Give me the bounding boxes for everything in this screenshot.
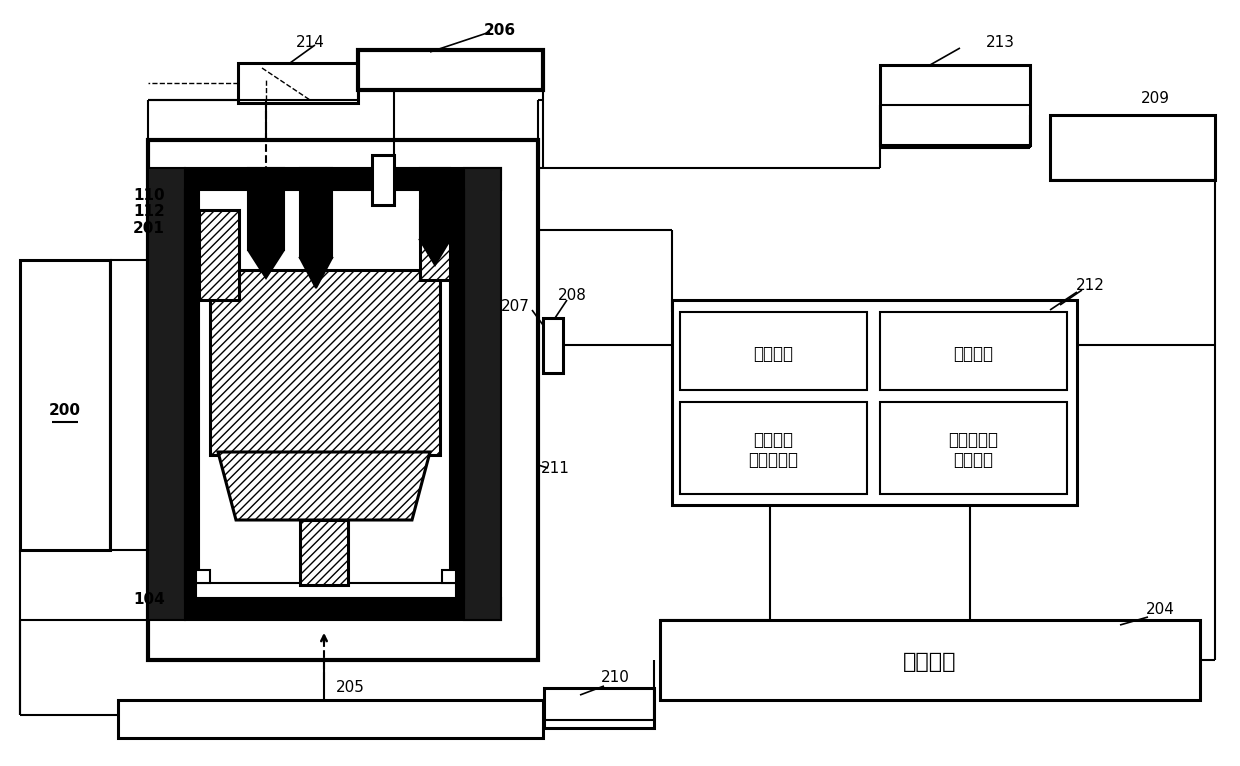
Text: 数据处理
与成像模块: 数据处理 与成像模块 <box>748 430 799 470</box>
Bar <box>148 168 185 620</box>
Text: 110: 110 <box>134 188 165 202</box>
Bar <box>672 300 1078 505</box>
Text: 112: 112 <box>133 204 165 218</box>
Bar <box>20 260 110 550</box>
Polygon shape <box>218 452 430 520</box>
Text: 声发射数据
采集模块: 声发射数据 采集模块 <box>949 430 998 470</box>
Bar <box>880 65 1030 145</box>
Bar <box>118 700 543 738</box>
Bar <box>198 210 239 300</box>
Bar <box>441 570 456 583</box>
Bar <box>185 598 501 620</box>
Bar <box>300 520 348 585</box>
Text: 210: 210 <box>600 670 630 686</box>
Polygon shape <box>300 258 332 288</box>
Text: 207: 207 <box>501 299 529 313</box>
Text: 控温模块: 控温模块 <box>954 345 993 363</box>
Bar <box>196 570 210 583</box>
Text: 104: 104 <box>133 592 165 607</box>
Text: 206: 206 <box>484 22 516 38</box>
Text: 213: 213 <box>986 34 1014 50</box>
Text: 212: 212 <box>1075 277 1105 293</box>
Bar <box>300 168 332 258</box>
Bar <box>198 190 450 598</box>
Bar <box>680 312 867 390</box>
Bar <box>185 190 198 598</box>
Bar <box>372 155 394 205</box>
Bar <box>420 210 450 280</box>
Bar <box>185 168 501 190</box>
Text: 控制面板: 控制面板 <box>903 652 957 672</box>
Bar <box>1050 115 1215 180</box>
Bar <box>420 168 450 240</box>
Bar <box>358 50 543 90</box>
Bar <box>248 168 284 250</box>
Text: 204: 204 <box>1146 603 1174 617</box>
Text: 211: 211 <box>541 460 569 476</box>
Bar <box>543 318 563 373</box>
Text: 214: 214 <box>295 34 325 50</box>
Text: 201: 201 <box>133 221 165 235</box>
Polygon shape <box>420 240 450 265</box>
Bar <box>210 270 440 455</box>
Bar <box>660 620 1200 700</box>
Bar <box>544 688 653 728</box>
Bar <box>196 583 456 598</box>
Bar <box>680 402 867 494</box>
Bar <box>238 63 358 103</box>
Bar <box>880 402 1066 494</box>
Text: 200: 200 <box>50 402 81 417</box>
Bar <box>450 190 464 598</box>
Text: 209: 209 <box>1141 90 1169 106</box>
Bar <box>148 140 538 660</box>
Bar <box>464 168 501 620</box>
Text: 208: 208 <box>558 287 587 303</box>
Text: 控压模块: 控压模块 <box>753 345 794 363</box>
Text: 205: 205 <box>336 680 365 696</box>
Polygon shape <box>248 250 284 278</box>
Bar <box>880 312 1066 390</box>
